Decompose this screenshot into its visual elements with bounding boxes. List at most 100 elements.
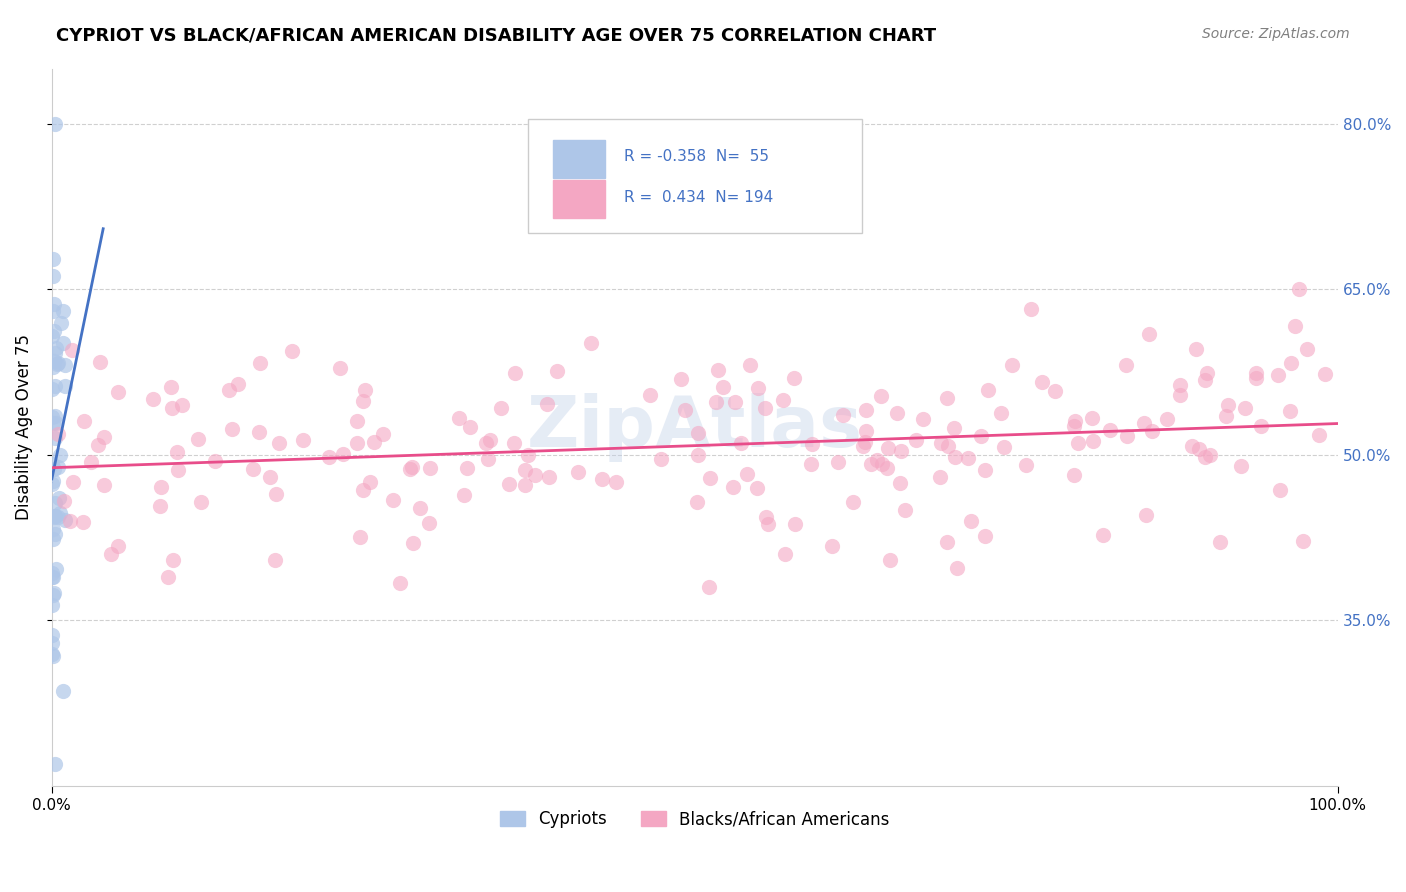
Point xyxy=(970,429,993,443)
Point xyxy=(162,553,184,567)
Point xyxy=(53,378,76,392)
Point xyxy=(911,412,934,426)
Point xyxy=(242,462,264,476)
Point xyxy=(747,381,769,395)
Point xyxy=(1140,424,1163,438)
Point xyxy=(44,756,66,771)
Point xyxy=(172,398,194,412)
Point xyxy=(93,430,115,444)
Point xyxy=(418,516,440,530)
Point xyxy=(41,598,63,612)
Text: Source: ZipAtlas.com: Source: ZipAtlas.com xyxy=(1202,27,1350,41)
Point xyxy=(218,383,240,397)
Point xyxy=(870,389,893,403)
Point xyxy=(1168,377,1191,392)
Point xyxy=(523,468,546,483)
Point xyxy=(59,514,82,528)
Point xyxy=(44,510,66,524)
Point xyxy=(373,426,395,441)
Point xyxy=(755,509,778,524)
Point xyxy=(990,406,1012,420)
Point xyxy=(149,500,172,514)
Point xyxy=(42,324,65,338)
Point xyxy=(546,364,568,378)
Point xyxy=(269,435,291,450)
Point xyxy=(1188,442,1211,457)
Point xyxy=(329,361,352,376)
Point xyxy=(756,516,779,531)
Point xyxy=(402,535,425,549)
Point xyxy=(41,566,63,580)
Point xyxy=(53,512,76,526)
Point xyxy=(45,416,67,430)
Point xyxy=(1218,398,1240,412)
Point xyxy=(707,362,730,376)
Point xyxy=(1043,384,1066,398)
Point xyxy=(166,462,188,476)
Point xyxy=(150,480,173,494)
Point xyxy=(1063,467,1085,482)
Point xyxy=(1267,368,1289,383)
Point xyxy=(943,420,966,434)
Point xyxy=(1132,417,1154,431)
Point xyxy=(1215,409,1237,423)
Point xyxy=(513,463,536,477)
Point xyxy=(688,425,710,440)
Point xyxy=(889,476,911,491)
Point xyxy=(45,357,67,371)
Point xyxy=(820,539,842,553)
Point xyxy=(886,406,908,420)
Point xyxy=(860,457,883,471)
Point xyxy=(567,465,589,479)
Point xyxy=(855,424,877,438)
Point xyxy=(142,392,165,407)
Point xyxy=(1279,356,1302,370)
Point xyxy=(44,345,66,359)
Point xyxy=(489,401,512,416)
Point xyxy=(993,440,1015,454)
Point xyxy=(1001,358,1024,372)
Point xyxy=(1313,367,1336,381)
Point xyxy=(41,304,63,318)
Point xyxy=(943,450,966,465)
Point xyxy=(89,355,111,369)
Point xyxy=(730,436,752,450)
Point xyxy=(935,535,957,549)
Point xyxy=(349,530,371,544)
Point xyxy=(280,344,302,359)
Point xyxy=(1292,533,1315,548)
Point xyxy=(894,503,917,517)
Point xyxy=(190,495,212,509)
Point xyxy=(1064,414,1087,428)
Point xyxy=(704,395,727,409)
Point xyxy=(187,432,209,446)
Point xyxy=(475,435,498,450)
Point xyxy=(48,448,70,462)
Point xyxy=(669,372,692,386)
Text: R =  0.434  N= 194: R = 0.434 N= 194 xyxy=(624,190,773,205)
Point xyxy=(536,397,558,411)
Point xyxy=(44,496,66,510)
Point xyxy=(673,402,696,417)
Point xyxy=(513,478,536,492)
Point xyxy=(1098,423,1121,437)
Point xyxy=(42,296,65,310)
Point xyxy=(46,509,69,524)
FancyBboxPatch shape xyxy=(527,119,862,234)
Point xyxy=(773,547,796,561)
Point xyxy=(46,427,69,442)
Bar xyxy=(553,140,605,178)
Point xyxy=(42,522,65,536)
Point xyxy=(226,377,249,392)
Point xyxy=(44,409,66,424)
Point xyxy=(354,383,377,397)
Point xyxy=(160,379,183,393)
Point xyxy=(1308,428,1330,442)
Point xyxy=(42,585,65,599)
Point xyxy=(1185,342,1208,356)
Point xyxy=(41,647,63,661)
Point xyxy=(44,378,66,392)
Point xyxy=(41,458,63,472)
Point xyxy=(905,434,928,448)
Point xyxy=(41,329,63,343)
